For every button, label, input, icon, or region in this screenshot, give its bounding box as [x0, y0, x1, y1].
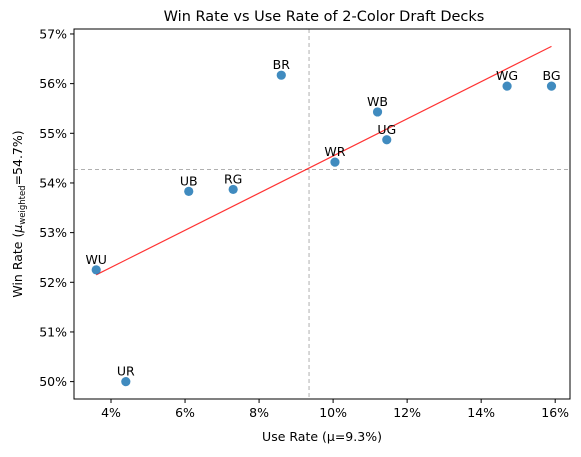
- y-tick-label: 54%: [39, 175, 67, 190]
- y-tick-label: 52%: [39, 275, 67, 290]
- point-label-bg: BG: [542, 68, 560, 83]
- point-label-wr: WR: [324, 144, 345, 159]
- data-point-ub: [184, 186, 194, 197]
- chart-title: Win Rate vs Use Rate of 2-Color Draft De…: [164, 9, 485, 25]
- y-axis-label-mu: μ: [10, 225, 25, 234]
- x-tick-label: 16%: [541, 405, 569, 420]
- y-tick-label: 55%: [39, 126, 67, 141]
- point-label-br: BR: [273, 57, 291, 72]
- point-label-ur: UR: [117, 364, 135, 379]
- data-point-ur: [121, 377, 131, 387]
- y-tick-label: 56%: [39, 76, 67, 91]
- data-points: [91, 70, 557, 387]
- data-point-wu: [91, 265, 101, 275]
- y-tick-label: 57%: [39, 26, 67, 41]
- data-point-wb: [372, 107, 383, 117]
- y-axis-ticks: 50% 51% 52% 53% 54% 55% 56% 57%: [39, 26, 74, 389]
- data-point-bg: [546, 81, 557, 91]
- x-tick-label: 14%: [467, 405, 495, 420]
- x-axis-ticks: 4% 6% 8% 10% 12% 14% 16%: [101, 399, 569, 420]
- point-label-wb: WB: [367, 94, 388, 109]
- x-tick-label: 8%: [249, 405, 269, 420]
- data-point-wr: [330, 157, 340, 167]
- x-tick-label: 6%: [175, 405, 195, 420]
- y-tick-label: 51%: [39, 324, 67, 339]
- data-point-rg: [228, 184, 238, 195]
- point-label-ub: UB: [180, 173, 198, 188]
- y-axis-label-suffix: =54.7%): [10, 130, 25, 185]
- point-labels: WU UR UB RG BR WR WB UG WG BG: [85, 57, 560, 378]
- x-tick-label: 10%: [319, 405, 347, 420]
- data-point-ug: [382, 135, 392, 145]
- y-tick-label: 50%: [39, 374, 67, 389]
- y-axis-label-subscript: weighted: [18, 185, 28, 224]
- trendline: [95, 45, 552, 276]
- point-label-rg: RG: [224, 171, 242, 186]
- data-point-br: [276, 70, 286, 80]
- x-tick-label: 4%: [101, 405, 121, 420]
- y-axis-label: Win Rate (μweighted=54.7%): [10, 130, 28, 297]
- trendline-group: [95, 45, 552, 276]
- point-label-wu: WU: [85, 252, 107, 267]
- x-axis-label: Use Rate (μ=9.3%): [262, 429, 382, 444]
- plot-frame: [73, 28, 571, 400]
- y-axis-label-prefix: Win Rate (: [10, 233, 25, 298]
- x-tick-label: 12%: [393, 405, 421, 420]
- mean-lines: [74, 29, 570, 399]
- point-label-ug: UG: [377, 122, 396, 137]
- y-tick-label: 53%: [39, 225, 67, 240]
- point-label-wg: WG: [496, 68, 518, 83]
- data-point-wg: [502, 81, 512, 91]
